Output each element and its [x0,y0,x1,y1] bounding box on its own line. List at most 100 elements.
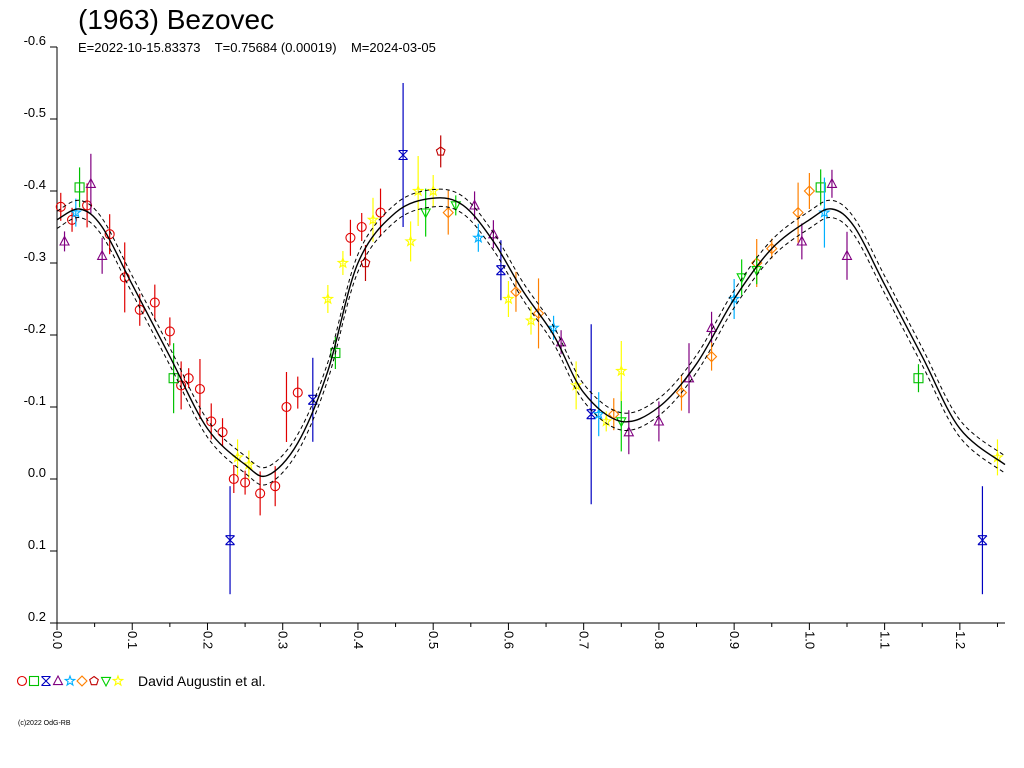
legend-marker [100,676,112,688]
y-tick-label: 0.0 [28,465,46,480]
legend-marker [89,675,99,686]
data-point [321,292,335,305]
legend-marker [76,675,88,687]
x-tick-label: 0.8 [652,631,667,649]
x-tick-label: 0.5 [426,631,441,649]
data-point [330,347,341,359]
data-point [82,200,93,211]
data-point [510,286,522,298]
data-point [217,427,228,438]
chart-subtitle: E=2022-10-15.83373 T=0.75684 (0.00019) M… [78,40,436,55]
data-point [356,221,367,233]
y-tick-label: -0.3 [24,249,46,264]
data-point [206,416,217,427]
data-point [255,488,266,499]
data-point [496,265,506,276]
data-point [55,201,66,212]
data-series-2 [225,83,988,595]
data-point [307,394,318,405]
x-tick-label: 0.7 [577,631,592,649]
y-tick-label: 0.2 [28,609,46,624]
data-point [450,201,462,212]
data-point [472,231,485,244]
legend-label: David Augustin et al. [138,673,266,689]
data-point [653,415,665,426]
legend: David Augustin et al. [16,673,266,689]
data-point [375,207,386,218]
x-tick-label: 0.0 [50,631,65,649]
data-point [442,206,454,219]
chart-title: (1963) Bezovec [78,4,275,35]
data-point [435,146,446,156]
x-tick-label: 0.3 [276,631,291,649]
data-point [281,401,292,413]
data-point [345,232,356,243]
data-point [524,314,538,326]
y-tick-label: -0.2 [24,321,46,336]
data-point [411,184,425,197]
legend-marker [52,674,64,686]
data-point [164,326,175,337]
data-point [818,206,831,218]
x-tick-label: 0.6 [501,631,516,649]
data-point [841,249,853,260]
legend-marker [41,675,51,687]
data-point [796,235,808,246]
data-series-0 [55,183,386,516]
data-point [225,535,235,546]
legend-markers [16,674,125,688]
data-point [404,234,417,247]
data-point [194,383,206,395]
data-point [706,321,717,332]
data-point [228,473,239,485]
data-point [149,297,160,308]
data-point [913,373,924,384]
data-point [826,177,838,188]
data-point [736,273,748,284]
data-point [134,304,145,315]
y-tick-label: -0.5 [24,105,46,120]
data-point [336,256,350,269]
data-series-6 [360,135,446,281]
y-tick-label: -0.6 [24,33,46,48]
data-point [532,307,545,320]
data-point [420,208,432,219]
legend-marker [111,674,125,687]
x-tick-label: 0.9 [727,631,742,649]
data-point [815,182,826,193]
data-point [292,387,303,398]
data-point [487,228,499,239]
data-point [360,257,371,268]
copyright-note: (c)2022 OdG-RB [18,720,71,727]
data-point [792,206,804,219]
y-tick-label: -0.4 [24,177,46,192]
data-point [502,292,515,305]
data-point [569,378,583,391]
data-point [426,184,440,197]
data-point [366,213,380,226]
data-point [242,458,256,470]
data-point [183,373,194,384]
data-point [615,364,628,377]
data-point [705,350,718,363]
data-point [398,149,408,161]
data-point [85,177,97,188]
data-point [623,426,635,437]
data-point [240,477,251,488]
x-tick-label: 0.2 [200,631,215,649]
data-point [74,182,85,193]
y-tick-label: 0.1 [28,537,46,552]
x-tick-label: 1.1 [878,631,893,649]
data-point [586,409,597,420]
data-point [555,336,567,347]
data-point [59,235,70,246]
x-tick-label: 1.2 [953,631,968,649]
legend-marker [63,674,77,687]
y-tick-label: -0.1 [24,393,46,408]
fit-band-upper [56,188,1006,469]
legend-marker [28,675,40,687]
x-tick-label: 0.4 [351,631,366,649]
data-point [803,185,816,197]
data-point [727,292,741,305]
